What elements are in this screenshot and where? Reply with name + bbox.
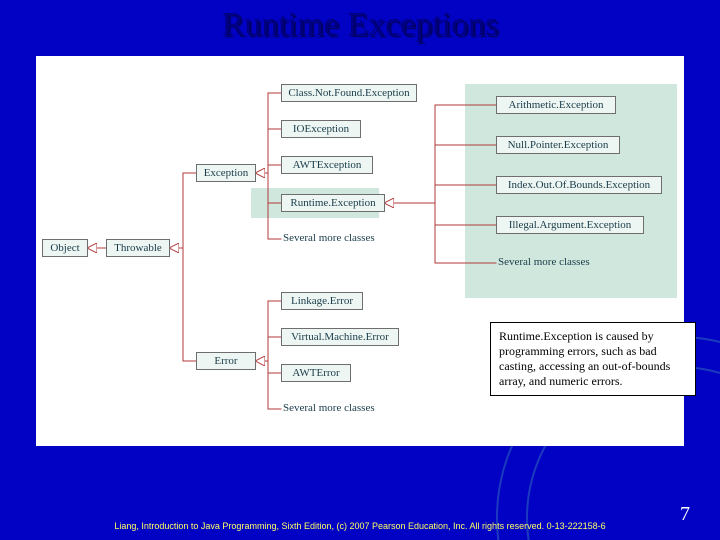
node-awt-exception: AWTException (281, 156, 373, 174)
more-error-subclasses: Several more classes (283, 402, 375, 414)
node-awt-error: AWTError (281, 364, 351, 382)
slide-title: Runtime Exceptions (0, 6, 720, 44)
diagram-area: Object Throwable Exception Error Class.N… (36, 56, 684, 446)
node-nullpointer-exception: Null.Pointer.Exception (496, 136, 620, 154)
node-indexoutofbounds-exception: Index.Out.Of.Bounds.Exception (496, 176, 662, 194)
node-linkage-error: Linkage.Error (281, 292, 363, 310)
node-io-exception: IOException (281, 120, 361, 138)
callout-runtime-exception: Runtime.Exception is caused by programmi… (490, 322, 696, 396)
footer-citation: Liang, Introduction to Java Programming,… (90, 521, 630, 532)
node-illegalargument-exception: Illegal.Argument.Exception (496, 216, 644, 234)
node-arithmetic-exception: Arithmetic.Exception (496, 96, 616, 114)
node-exception: Exception (196, 164, 256, 182)
page-number: 7 (680, 503, 690, 526)
node-throwable: Throwable (106, 239, 170, 257)
more-runtimeexception-subclasses: Several more classes (498, 256, 590, 268)
node-error: Error (196, 352, 256, 370)
node-object: Object (42, 239, 88, 257)
node-classnotfound-exception: Class.Not.Found.Exception (281, 84, 417, 102)
more-exception-subclasses: Several more classes (283, 232, 375, 244)
node-runtime-exception: Runtime.Exception (281, 194, 385, 212)
slide: Runtime Exceptions Object Throwable Exce… (0, 0, 720, 540)
node-virtualmachine-error: Virtual.Machine.Error (281, 328, 399, 346)
